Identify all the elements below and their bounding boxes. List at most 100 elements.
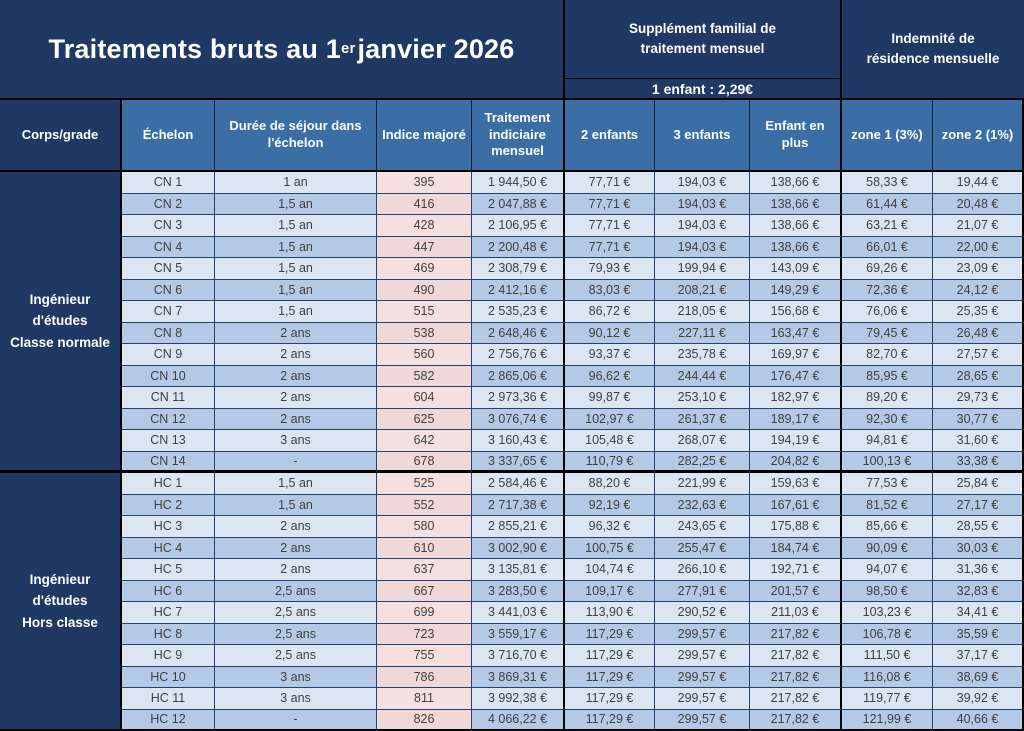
table-cell: 79,93 € bbox=[565, 258, 655, 280]
table-cell: 2 756,76 € bbox=[472, 344, 565, 366]
table-cell: 81,52 € bbox=[842, 494, 933, 516]
table-cell: 266,10 € bbox=[655, 559, 750, 581]
table-cell: HC 10 bbox=[122, 666, 215, 688]
table-cell: 20,48 € bbox=[933, 193, 1024, 215]
table-cell: 811 bbox=[377, 688, 472, 710]
table-cell: 105,48 € bbox=[565, 430, 655, 452]
table-cell: 244,44 € bbox=[655, 365, 750, 387]
table-cell: 3 716,70 € bbox=[472, 645, 565, 667]
table-cell: 90,09 € bbox=[842, 537, 933, 559]
table-cell: 447 bbox=[377, 236, 472, 258]
table-cell: 99,87 € bbox=[565, 387, 655, 409]
table-cell: 204,82 € bbox=[750, 451, 842, 473]
table-cell: 194,03 € bbox=[655, 215, 750, 237]
table-cell: 117,29 € bbox=[565, 645, 655, 667]
table-cell: 28,55 € bbox=[933, 516, 1024, 538]
table-cell: 77,71 € bbox=[565, 215, 655, 237]
table-cell: 2 412,16 € bbox=[472, 279, 565, 301]
table-cell: 121,99 € bbox=[842, 709, 933, 731]
table-cell: CN 13 bbox=[122, 430, 215, 452]
table-cell: - bbox=[215, 451, 377, 473]
table-cell: 1 an bbox=[215, 172, 377, 194]
table-cell: 1,5 an bbox=[215, 494, 377, 516]
column-header-echelon: Échelon bbox=[122, 100, 215, 172]
table-cell: 175,88 € bbox=[750, 516, 842, 538]
table-cell: 30,77 € bbox=[933, 408, 1024, 430]
table-cell: 678 bbox=[377, 451, 472, 473]
table-cell: 113,90 € bbox=[565, 602, 655, 624]
table-cell: 156,68 € bbox=[750, 301, 842, 323]
table-cell: 299,57 € bbox=[655, 623, 750, 645]
table-cell: 1 944,50 € bbox=[472, 172, 565, 194]
table-cell: 3 283,50 € bbox=[472, 580, 565, 602]
table-cell: 32,83 € bbox=[933, 580, 1024, 602]
table-cell: 2 ans bbox=[215, 408, 377, 430]
table-cell: 723 bbox=[377, 623, 472, 645]
table-cell: 27,17 € bbox=[933, 494, 1024, 516]
page-title: Traitements bruts au 1 er janvier 2026 bbox=[0, 0, 565, 100]
table-cell: 90,12 € bbox=[565, 322, 655, 344]
table-cell: 21,07 € bbox=[933, 215, 1024, 237]
table-cell: 77,53 € bbox=[842, 473, 933, 495]
table-cell: 100,75 € bbox=[565, 537, 655, 559]
table-cell: 610 bbox=[377, 537, 472, 559]
table-cell: 2 973,36 € bbox=[472, 387, 565, 409]
table-cell: 2 717,38 € bbox=[472, 494, 565, 516]
table-cell: 39,92 € bbox=[933, 688, 1024, 710]
table-cell: 217,82 € bbox=[750, 666, 842, 688]
table-cell: 143,09 € bbox=[750, 258, 842, 280]
column-header-duree: Durée de séjour dans l'échelon bbox=[215, 100, 377, 172]
table-cell: 19,44 € bbox=[933, 172, 1024, 194]
table-cell: 33,38 € bbox=[933, 451, 1024, 473]
table-cell: 217,82 € bbox=[750, 709, 842, 731]
table-cell: 25,35 € bbox=[933, 301, 1024, 323]
table-cell: 699 bbox=[377, 602, 472, 624]
table-cell: 77,71 € bbox=[565, 236, 655, 258]
table-cell: CN 8 bbox=[122, 322, 215, 344]
table-cell: 582 bbox=[377, 365, 472, 387]
table-cell: 4 066,22 € bbox=[472, 709, 565, 731]
table-cell: HC 7 bbox=[122, 602, 215, 624]
table-cell: 159,63 € bbox=[750, 473, 842, 495]
table-cell: 103,23 € bbox=[842, 602, 933, 624]
table-cell: 261,37 € bbox=[655, 408, 750, 430]
table-cell: CN 7 bbox=[122, 301, 215, 323]
table-cell: HC 8 bbox=[122, 623, 215, 645]
column-header-zone1: zone 1 (3%) bbox=[842, 100, 933, 172]
page-title-text: Traitements bruts au 1 bbox=[48, 33, 342, 64]
table-cell: 117,29 € bbox=[565, 623, 655, 645]
table-cell: 58,33 € bbox=[842, 172, 933, 194]
table-cell: CN 4 bbox=[122, 236, 215, 258]
table-cell: 117,29 € bbox=[565, 688, 655, 710]
table-cell: 116,08 € bbox=[842, 666, 933, 688]
table-cell: 109,17 € bbox=[565, 580, 655, 602]
table-cell: 428 bbox=[377, 215, 472, 237]
table-cell: 1,5 an bbox=[215, 301, 377, 323]
table-cell: 138,66 € bbox=[750, 172, 842, 194]
table-cell: HC 6 bbox=[122, 580, 215, 602]
table-cell: CN 10 bbox=[122, 365, 215, 387]
table-cell: 23,09 € bbox=[933, 258, 1024, 280]
table-cell: 66,01 € bbox=[842, 236, 933, 258]
table-cell: 93,37 € bbox=[565, 344, 655, 366]
residence-allowance-header: Indemnité de résidence mensuelle bbox=[842, 0, 1024, 100]
table-cell: HC 1 bbox=[122, 473, 215, 495]
table-cell: 79,45 € bbox=[842, 322, 933, 344]
table-cell: 106,78 € bbox=[842, 623, 933, 645]
table-cell: 2 855,21 € bbox=[472, 516, 565, 538]
table-cell: 69,26 € bbox=[842, 258, 933, 280]
table-cell: 92,30 € bbox=[842, 408, 933, 430]
table-cell: 30,03 € bbox=[933, 537, 1024, 559]
table-cell: 232,63 € bbox=[655, 494, 750, 516]
table-cell: 299,57 € bbox=[655, 645, 750, 667]
table-cell: 85,95 € bbox=[842, 365, 933, 387]
table-cell: 2,5 ans bbox=[215, 580, 377, 602]
table-cell: 299,57 € bbox=[655, 709, 750, 731]
table-cell: 100,13 € bbox=[842, 451, 933, 473]
table-cell: 22,00 € bbox=[933, 236, 1024, 258]
one-child-amount: 1 enfant : 2,29€ bbox=[565, 78, 842, 100]
table-cell: 189,17 € bbox=[750, 408, 842, 430]
table-cell: 201,57 € bbox=[750, 580, 842, 602]
table-cell: 138,66 € bbox=[750, 236, 842, 258]
table-cell: 92,19 € bbox=[565, 494, 655, 516]
